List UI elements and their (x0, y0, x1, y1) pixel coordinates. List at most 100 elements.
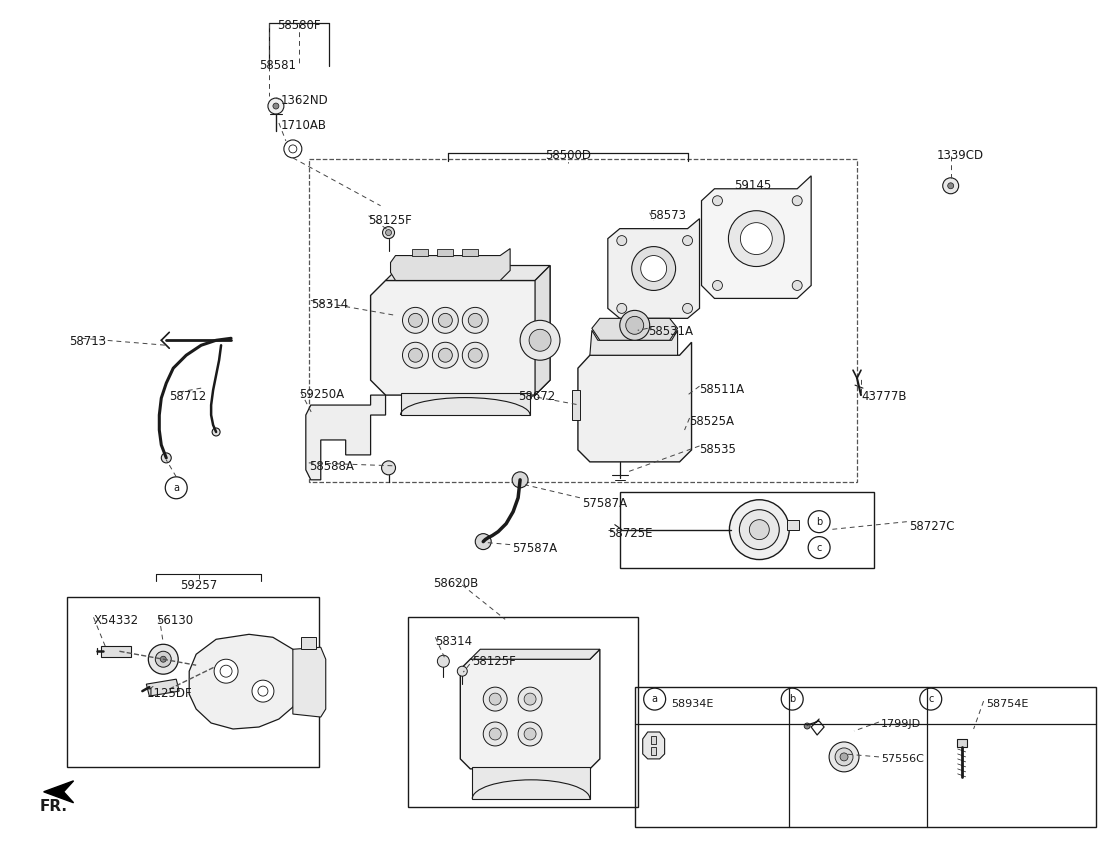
Circle shape (640, 255, 667, 282)
Text: 56130: 56130 (156, 614, 194, 628)
Text: 58588A: 58588A (309, 460, 354, 473)
Circle shape (268, 98, 284, 114)
Polygon shape (43, 781, 74, 803)
Text: 1362ND: 1362ND (281, 94, 328, 107)
Circle shape (382, 460, 396, 475)
Polygon shape (472, 767, 589, 799)
Circle shape (730, 499, 790, 560)
Circle shape (619, 310, 649, 340)
Circle shape (273, 103, 279, 109)
Text: b: b (816, 516, 822, 527)
Circle shape (462, 307, 488, 333)
Polygon shape (460, 650, 599, 769)
Text: 58314: 58314 (436, 635, 472, 649)
Text: 58531A: 58531A (648, 326, 692, 338)
Text: 58725E: 58725E (608, 527, 653, 539)
Text: 57556C: 57556C (880, 754, 924, 764)
Text: 58934E: 58934E (671, 699, 714, 709)
Circle shape (155, 651, 171, 667)
Polygon shape (437, 248, 453, 255)
Circle shape (483, 722, 508, 746)
Polygon shape (146, 679, 179, 696)
Circle shape (437, 656, 449, 667)
Circle shape (792, 196, 802, 206)
Circle shape (682, 236, 692, 246)
Polygon shape (608, 219, 699, 318)
Circle shape (729, 210, 784, 266)
Text: 58672: 58672 (518, 390, 555, 403)
Circle shape (148, 644, 178, 674)
Text: X54332: X54332 (94, 614, 138, 628)
Circle shape (489, 728, 501, 740)
Circle shape (212, 428, 220, 436)
Text: 58525A: 58525A (689, 415, 734, 428)
Circle shape (529, 329, 551, 351)
Circle shape (252, 680, 274, 702)
Circle shape (386, 230, 392, 236)
Text: 58500D: 58500D (545, 149, 591, 162)
Circle shape (161, 453, 171, 463)
Circle shape (403, 343, 428, 368)
Text: 57587A: 57587A (582, 497, 627, 510)
Polygon shape (189, 634, 301, 729)
Polygon shape (470, 650, 599, 659)
Circle shape (617, 304, 627, 314)
Circle shape (804, 723, 811, 729)
Bar (408, 617, 638, 806)
Polygon shape (701, 176, 811, 298)
Text: 58125F: 58125F (472, 656, 517, 668)
Text: 58535: 58535 (699, 443, 737, 456)
Text: 59250A: 59250A (299, 388, 344, 401)
Circle shape (457, 667, 467, 676)
Circle shape (740, 223, 772, 254)
Polygon shape (102, 646, 132, 657)
Circle shape (476, 533, 491, 550)
Circle shape (626, 316, 644, 334)
Polygon shape (390, 248, 510, 281)
Circle shape (632, 247, 676, 290)
Polygon shape (386, 265, 550, 281)
Text: a: a (174, 483, 179, 493)
Text: 58713: 58713 (70, 335, 106, 349)
Bar (619, 492, 874, 567)
Circle shape (682, 304, 692, 314)
Text: b: b (789, 695, 795, 704)
Text: 58511A: 58511A (699, 383, 744, 396)
Polygon shape (413, 248, 428, 255)
Text: 1799JD: 1799JD (880, 719, 921, 729)
Polygon shape (293, 647, 326, 717)
Circle shape (942, 178, 959, 193)
Circle shape (432, 307, 458, 333)
Polygon shape (572, 390, 580, 420)
Circle shape (518, 687, 542, 711)
Text: 58712: 58712 (169, 390, 207, 403)
Text: 59257: 59257 (180, 579, 218, 593)
Circle shape (432, 343, 458, 368)
Circle shape (524, 693, 536, 705)
Text: 57587A: 57587A (512, 542, 557, 555)
Text: 1339CD: 1339CD (937, 149, 984, 162)
Circle shape (468, 314, 482, 327)
Polygon shape (643, 732, 665, 759)
Circle shape (841, 753, 848, 761)
Text: 58580F: 58580F (278, 20, 321, 32)
Circle shape (518, 722, 542, 746)
Polygon shape (650, 736, 656, 744)
Polygon shape (371, 265, 550, 395)
Text: 58754E: 58754E (987, 699, 1029, 709)
Circle shape (160, 656, 166, 662)
Circle shape (792, 281, 802, 290)
Circle shape (524, 728, 536, 740)
Bar (309, 159, 857, 482)
Polygon shape (535, 265, 550, 395)
Circle shape (712, 196, 722, 206)
Text: 58581: 58581 (259, 59, 296, 72)
Polygon shape (301, 638, 316, 650)
Circle shape (483, 687, 508, 711)
Text: 1710AB: 1710AB (281, 119, 327, 132)
Polygon shape (578, 343, 691, 462)
Bar (635, 687, 1096, 827)
Circle shape (512, 471, 528, 488)
Polygon shape (589, 331, 678, 355)
Text: 43777B: 43777B (860, 390, 907, 403)
